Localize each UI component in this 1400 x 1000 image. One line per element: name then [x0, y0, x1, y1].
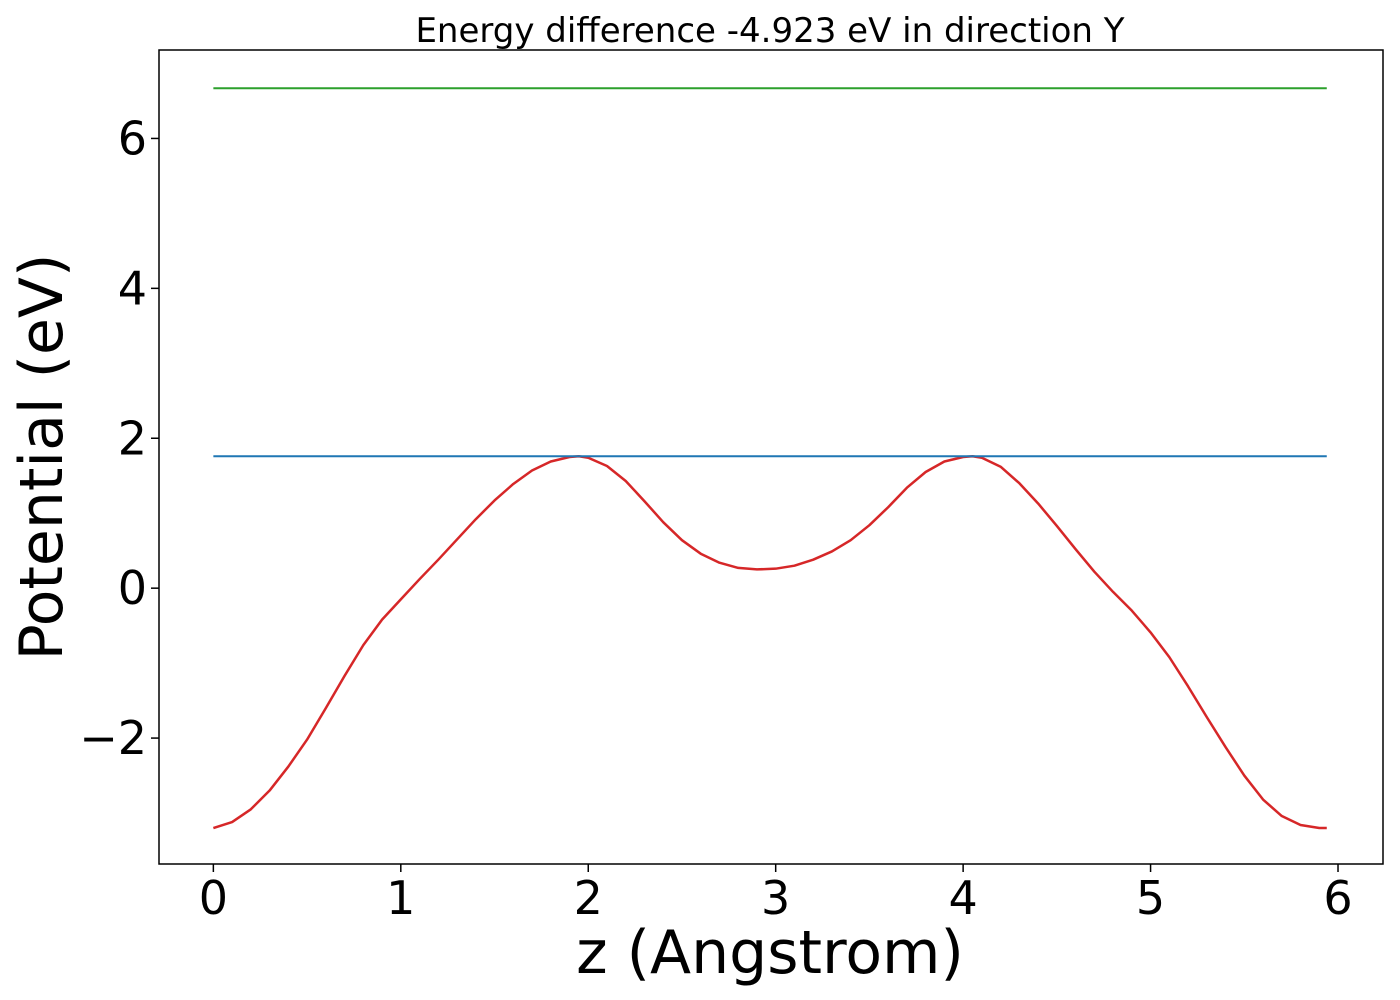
x-tick-label: 2 — [574, 871, 603, 925]
y-axis: −2 0 2 4 6 — [79, 111, 159, 765]
y-tick-label: −2 — [79, 711, 147, 765]
x-tick-label: 3 — [761, 871, 790, 925]
x-axis-label: z (Angstrom) — [576, 918, 964, 988]
x-tick-label: 6 — [1323, 871, 1352, 925]
x-tick-label: 4 — [948, 871, 977, 925]
series-line-0 — [212, 455, 1327, 830]
x-tick-label: 0 — [199, 871, 228, 925]
x-tick-label: 5 — [1136, 871, 1165, 925]
y-axis-label: Potential (eV) — [7, 254, 77, 661]
series-layer — [212, 87, 1327, 830]
y-tick-label: 2 — [118, 411, 147, 465]
x-tick-label: 1 — [386, 871, 415, 925]
y-tick-label: 0 — [118, 561, 147, 615]
y-tick-label: 6 — [118, 111, 147, 165]
y-tick-label: 4 — [118, 261, 147, 315]
x-axis: 0 1 2 3 4 5 6 — [199, 864, 1353, 925]
chart-title: Energy difference -4.923 eV in direction… — [415, 11, 1124, 51]
plot-frame — [158, 49, 1384, 865]
